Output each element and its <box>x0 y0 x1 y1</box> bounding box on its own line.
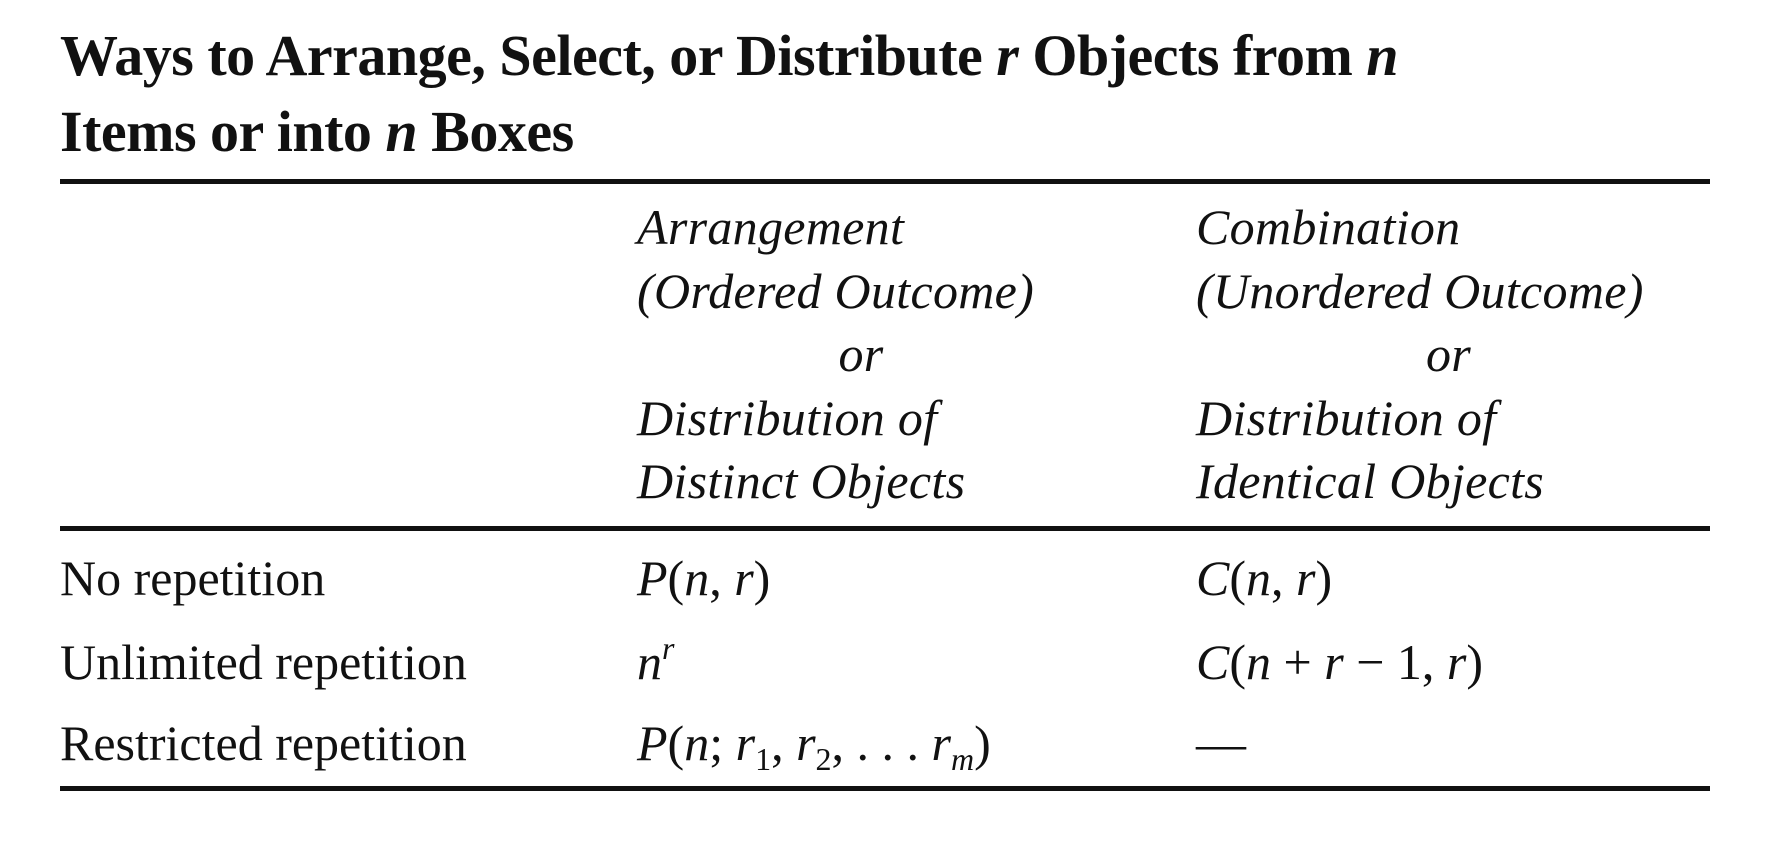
formula-symbol: + <box>1271 634 1325 690</box>
title-text-2: Objects from <box>1018 23 1367 88</box>
formula-symbol: ; <box>709 715 736 771</box>
formula-symbol: ) <box>1315 550 1333 606</box>
formula-symbol: n <box>684 715 710 771</box>
formula-symbol: C <box>1196 634 1230 690</box>
title-var-n-2: n <box>385 99 418 164</box>
formula-symbol: P <box>637 715 668 771</box>
formula-symbol: , <box>771 715 797 771</box>
formula-symbol: − 1, <box>1343 634 1447 690</box>
formula-combination-with-repetition: C(n + r − 1, r) <box>1196 632 1483 692</box>
formula-symbol: r <box>1446 634 1467 690</box>
formula-symbol: r <box>735 715 756 771</box>
formula-symbol: ( <box>1229 550 1247 606</box>
header-line: or <box>838 326 884 382</box>
formula-symbol: ) <box>753 550 771 606</box>
bottom-rule <box>60 786 1710 791</box>
header-line: Distinct Objects <box>637 453 966 509</box>
title-text-4: Boxes <box>417 99 574 164</box>
formula-subscript: m <box>951 741 975 777</box>
column-header-combination: Combination (Unordered Outcome) or Distr… <box>1196 196 1716 514</box>
formula-symbol: ) <box>974 715 991 771</box>
formula-symbol: , <box>709 550 735 606</box>
formula-symbol: r <box>1324 634 1344 690</box>
header-line: or <box>1425 326 1472 382</box>
formula-subscript: 2 <box>815 741 832 777</box>
formula-symbol: ( <box>667 550 685 606</box>
header-line: (Ordered Outcome) <box>637 262 1035 319</box>
header-line: Identical Objects <box>1196 453 1545 509</box>
formula-power: nr <box>637 632 674 692</box>
formula-symbol: C <box>1196 550 1230 606</box>
header-line: (Unordered Outcome) <box>1196 262 1644 319</box>
formula-symbol: n <box>1246 634 1272 690</box>
top-rule <box>60 179 1710 184</box>
header-rule <box>60 526 1710 531</box>
empty-cell-dash: — <box>1196 715 1246 771</box>
formula-permutation: P(n, r) <box>637 548 770 608</box>
formula-symbol: , <box>1271 550 1297 606</box>
formula-symbol: r <box>931 715 952 771</box>
row-label-restricted-repetition: Restricted repetition <box>60 715 467 771</box>
row-label-unlimited-repetition: Unlimited repetition <box>60 634 467 690</box>
row-label-no-repetition: No repetition <box>60 550 326 606</box>
header-line: Distribution of <box>637 389 938 446</box>
header-line: Combination <box>1196 199 1461 255</box>
formula-combination: C(n, r) <box>1196 548 1332 608</box>
formula-subscript: 1 <box>755 741 772 777</box>
formula-symbol: r <box>1296 550 1316 606</box>
formula-symbol: n <box>684 550 710 606</box>
formula-exponent: r <box>662 630 675 666</box>
formula-multinomial: P(n; r1, r2, . . . rm) <box>637 713 991 775</box>
formula-symbol: P <box>637 550 668 606</box>
header-line: Arrangement <box>637 199 905 255</box>
formula-symbol: , . . . <box>831 715 932 771</box>
formula-symbol: ) <box>1466 634 1484 690</box>
title-text-3: Items or into <box>60 99 386 164</box>
formula-symbol: ( <box>1229 634 1247 690</box>
header-line: Distribution of <box>1196 389 1497 446</box>
title-var-r: r <box>996 23 1019 88</box>
column-header-arrangement: Arrangement (Ordered Outcome) or Distrib… <box>637 196 1097 514</box>
title-text-1: Ways to Arrange, Select, or Distribute <box>60 23 997 88</box>
formula-symbol: n <box>1246 550 1272 606</box>
table-title: Ways to Arrange, Select, or Distribute r… <box>60 18 1710 170</box>
formula-symbol: n <box>637 634 662 690</box>
formula-symbol: ( <box>667 715 685 771</box>
formula-symbol: r <box>796 715 816 771</box>
formula-symbol: r <box>734 550 754 606</box>
title-var-n: n <box>1366 23 1399 88</box>
